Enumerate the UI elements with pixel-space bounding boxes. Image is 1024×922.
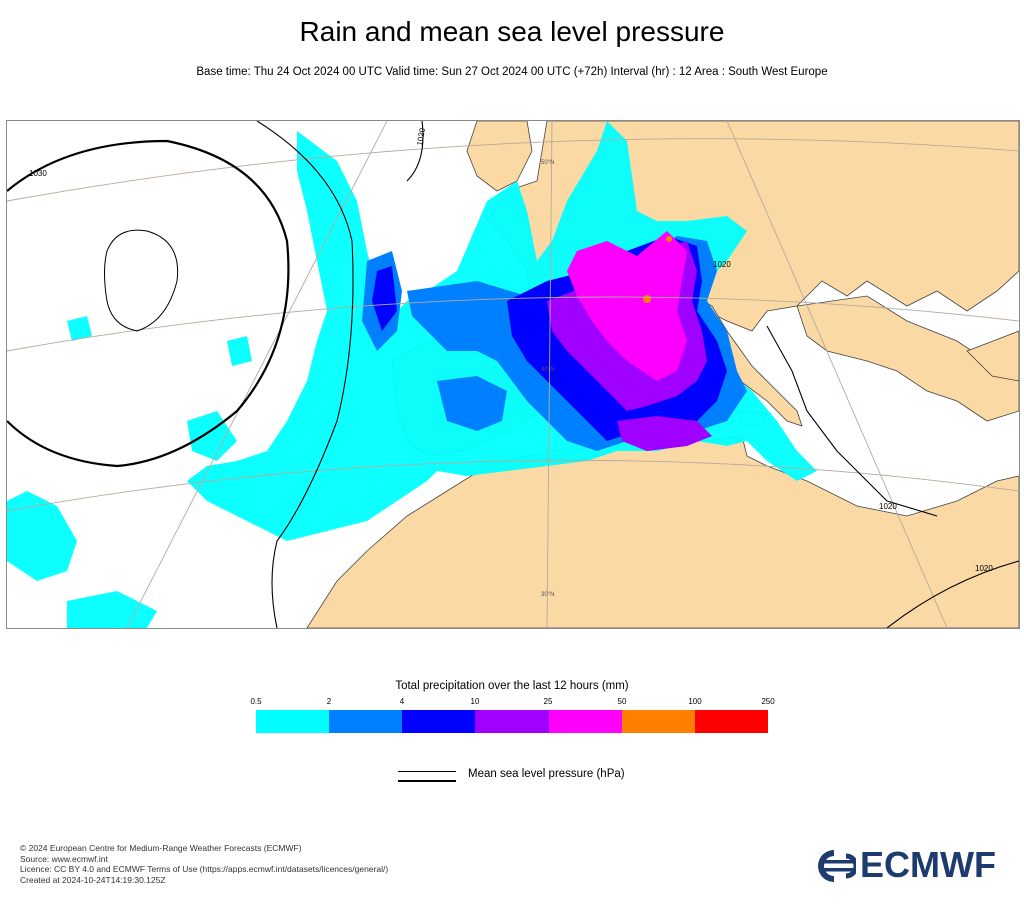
map-canvas: 1030 1020 1020 1020 1020 50°N 40°N 30°N <box>7 121 1019 628</box>
legend-tick: 25 <box>543 697 553 706</box>
precip-scatter-1 <box>67 316 92 341</box>
isobar-high-center <box>7 139 290 468</box>
legend-swatch-3 <box>475 710 549 733</box>
legend-tick: 250 <box>761 697 775 706</box>
meridian-1 <box>126 121 388 628</box>
legend-tick: 10 <box>470 697 480 706</box>
legend-swatch-6 <box>694 710 768 733</box>
isobar-1020-north <box>406 121 424 182</box>
chart-title: Rain and mean sea level pressure <box>299 16 725 47</box>
meridian-3 <box>726 121 948 628</box>
footer-source: Source: www.ecmwf.int <box>20 853 108 864</box>
legend-tick: 50 <box>617 697 627 706</box>
chart-subtitle: Base time: Thu 24 Oct 2024 00 UTC Valid … <box>196 66 828 78</box>
precip-orange-cell <box>643 295 651 303</box>
legend-swatch-2 <box>402 710 476 733</box>
isobar-1020-west <box>256 121 354 628</box>
footer-copyright: © 2024 European Centre for Medium-Range … <box>20 843 302 853</box>
legend-swatch-0 <box>256 710 330 733</box>
isobar-label-1020-south: 1020 <box>975 564 993 573</box>
latitude-label-30n: 30°N <box>541 592 554 598</box>
ecmwf-logo-icon <box>818 850 856 882</box>
legend-tick: 2 <box>326 697 332 706</box>
isobar-label-1020-adriatic: 1020 <box>713 260 731 269</box>
isobar-1020-east <box>766 325 938 517</box>
precip-extreme <box>567 231 687 381</box>
precip-mid-patch <box>187 411 237 461</box>
precipitation-map: 1030 1020 1020 1020 1020 50°N 40°N 30°N <box>6 120 1020 629</box>
legend-swatch-5 <box>621 710 695 733</box>
footer-credits: © 2024 European Centre for Medium-Range … <box>20 843 388 885</box>
pressure-legend-label: Mean sea level pressure (hPa) <box>468 768 625 780</box>
land-balkans <box>796 295 1019 422</box>
isobar-1020-south <box>886 560 1019 628</box>
precip-magenta-main <box>567 231 687 381</box>
precip-blue-spain <box>437 376 507 431</box>
graticule <box>7 121 1019 628</box>
legend-ticks: 0.5 2 4 10 25 50 100 250 <box>240 697 780 709</box>
precip-purple-south <box>617 416 712 451</box>
legend-title: Total precipitation over the last 12 hou… <box>395 680 629 692</box>
latitude-label-50n: 50°N <box>541 160 554 166</box>
isobar-label-1020-north: 1020 <box>415 127 427 147</box>
footer-created: Created at 2024-10-24T14:19:30.125Z <box>20 874 166 885</box>
legend-swatch-4 <box>548 710 622 733</box>
ecmwf-logo-text: ECMWF <box>860 844 996 885</box>
isobar-label-1030: 1030 <box>29 169 47 178</box>
footer-licence: Licence: CC BY 4.0 and ECMWF Terms of Us… <box>20 864 389 874</box>
legend-tick: 100 <box>688 697 702 706</box>
precip-orange-cell-2 <box>666 236 672 242</box>
isobar-small-loop <box>104 229 179 332</box>
legend-swatch-1 <box>329 710 403 733</box>
pressure-line-sample <box>398 771 456 782</box>
ecmwf-logo: ECMWF <box>812 846 1012 886</box>
precip-west-patch <box>7 491 77 581</box>
legend-tick: 4 <box>399 697 405 706</box>
precip-sw-patch <box>67 591 157 628</box>
land-uk <box>466 121 533 192</box>
legend-color-bar <box>256 710 768 733</box>
land-turkey <box>966 330 1019 382</box>
latitude-label-40n: 40°N <box>541 367 554 373</box>
isobars <box>7 121 1019 628</box>
parallel-50n <box>7 138 1019 202</box>
isobar-label-1020-east: 1020 <box>879 502 897 511</box>
meridian-2 <box>546 121 553 628</box>
parallel-30n <box>7 459 1019 512</box>
pressure-legend: Mean sea level pressure (hPa) <box>398 768 698 784</box>
precip-darkblue-west <box>372 266 397 331</box>
parallel-40n <box>7 296 1019 352</box>
precip-scatter-2 <box>227 336 252 366</box>
legend-tick: 0.5 <box>250 697 262 706</box>
